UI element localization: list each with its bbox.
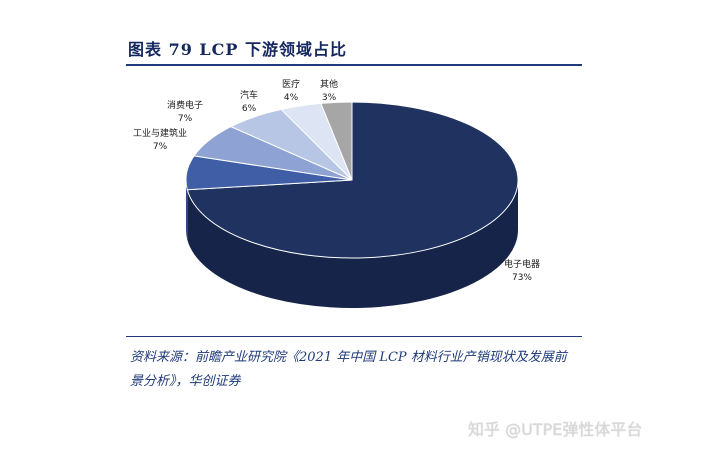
slice-3-label: 消费电子 [167, 99, 203, 111]
slice-1-side [187, 180, 518, 308]
slice-6-label: 其他 [320, 78, 338, 90]
slice-2-value: 7% [153, 142, 168, 152]
pie-slices [185, 101, 519, 259]
slice-1-value: 73% [512, 273, 532, 283]
source-note: 资料来源：前瞻产业研究院《2021 年中国 LCP 材料行业产销现状及发展前景分… [130, 350, 567, 389]
pie-labels: 电子电器 73% 工业与建筑业 7% 消费电子 7% 汽车 6% 医疗 4% 其他 3% [133, 78, 540, 283]
slice-2-label: 工业与建筑业 [133, 127, 187, 139]
slice-4-value: 6% [242, 104, 257, 114]
slice-5-label: 医疗 [282, 78, 300, 90]
title-rule [126, 64, 582, 66]
slice-6 [320, 101, 353, 181]
source-rule [126, 336, 582, 337]
slice-1 [186, 101, 519, 259]
slice-3-value: 7% [178, 114, 193, 124]
chart-title: 图表 79 LCP 下游领域占比 [128, 40, 347, 59]
slice-2-side [186, 180, 188, 240]
pie-sides [186, 180, 518, 308]
slice-5-value: 4% [284, 93, 299, 103]
slice-6-value: 3% [322, 93, 337, 103]
watermark: 知乎 @UTPE弹性体平台 [468, 420, 643, 439]
slice-4-label: 汽车 [240, 89, 258, 101]
slice-1-label: 电子电器 [504, 258, 540, 270]
